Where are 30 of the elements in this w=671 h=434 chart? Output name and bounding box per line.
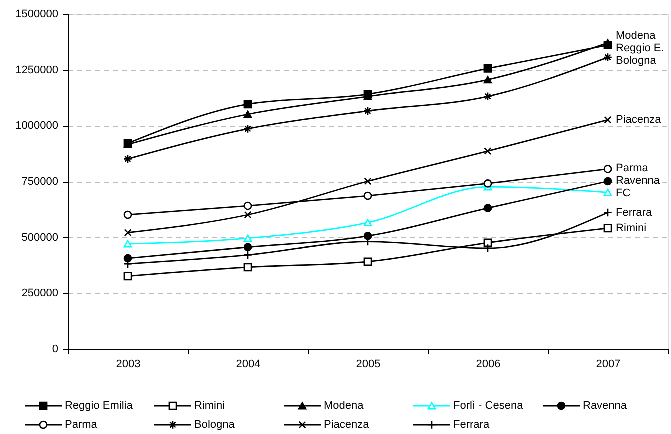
annotation: Piacenza (616, 114, 662, 126)
x-tick-label: 2007 (596, 358, 621, 370)
legend-label: Bologna (194, 419, 236, 431)
x-tick-label: 2004 (236, 358, 261, 370)
y-tick-label: 1500000 (16, 8, 58, 20)
annotation: Rimini (616, 222, 647, 234)
y-tick-label: 750000 (22, 176, 58, 188)
annotation: Reggio E. (616, 42, 664, 55)
x-tick-label: 2006 (476, 358, 501, 370)
legend-label: Piacenza (324, 419, 370, 431)
legend-label: Reggio Emilia (65, 400, 134, 412)
y-tick-label: 0 (52, 344, 58, 356)
annotation: Ravenna (616, 175, 661, 188)
legend-label: Forlì - Cesena (454, 400, 524, 412)
annotation: Ferrara (616, 206, 653, 219)
y-tick-label: 1000000 (16, 120, 58, 132)
legend-label: Rimini (194, 400, 226, 412)
annotation: Modena (616, 30, 657, 42)
y-tick-label: 500000 (22, 232, 58, 244)
x-tick-label: 2005 (356, 358, 381, 370)
annotation: FC (616, 188, 631, 200)
annotation: Parma (616, 162, 650, 175)
legend-label: Ravenna (583, 400, 628, 412)
x-tick-label: 2003 (116, 358, 141, 370)
y-tick-label: 1250000 (16, 64, 58, 76)
y-tick-label: 250000 (22, 288, 58, 300)
legend-label: Ferrara (454, 419, 490, 431)
annotation: Bologna (616, 55, 658, 68)
legend-label: Parma (65, 419, 98, 431)
legend-label: Modena (324, 400, 365, 412)
